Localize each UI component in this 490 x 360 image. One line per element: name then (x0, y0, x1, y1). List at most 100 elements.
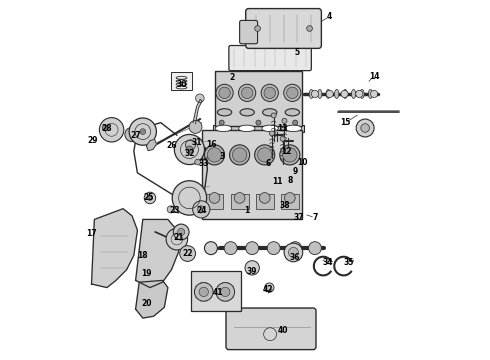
Circle shape (99, 118, 124, 142)
Circle shape (289, 242, 302, 255)
Circle shape (102, 125, 108, 131)
Ellipse shape (218, 109, 232, 116)
Ellipse shape (263, 109, 277, 116)
Ellipse shape (318, 89, 322, 98)
Ellipse shape (360, 89, 364, 98)
Text: 9: 9 (293, 167, 298, 176)
Text: 34: 34 (322, 258, 333, 267)
Text: 6: 6 (266, 159, 271, 168)
Text: 16: 16 (206, 140, 216, 149)
Text: 4: 4 (327, 12, 332, 21)
Text: 28: 28 (101, 123, 112, 132)
Circle shape (216, 283, 235, 301)
Circle shape (285, 193, 295, 203)
Circle shape (341, 90, 348, 98)
Text: 30: 30 (177, 81, 188, 90)
Circle shape (216, 84, 233, 102)
Bar (256, 194, 274, 209)
Bar (281, 194, 299, 209)
Ellipse shape (326, 89, 330, 98)
Ellipse shape (343, 89, 347, 98)
Bar (213, 125, 304, 132)
Circle shape (230, 145, 250, 165)
Text: 23: 23 (170, 206, 180, 215)
FancyBboxPatch shape (229, 45, 311, 71)
Circle shape (147, 195, 152, 201)
Text: 10: 10 (297, 158, 308, 167)
Circle shape (174, 134, 204, 165)
Text: 32: 32 (184, 149, 195, 158)
Text: 20: 20 (141, 299, 151, 308)
Bar (231, 194, 248, 209)
Circle shape (219, 120, 224, 125)
Bar (205, 194, 223, 209)
Circle shape (270, 131, 274, 136)
Circle shape (220, 287, 230, 297)
Circle shape (267, 242, 280, 255)
Circle shape (172, 181, 207, 215)
Text: 13: 13 (277, 123, 288, 132)
Circle shape (256, 120, 261, 125)
Text: 36: 36 (290, 253, 300, 262)
Circle shape (282, 118, 287, 123)
Circle shape (258, 148, 272, 162)
Circle shape (232, 148, 247, 162)
Circle shape (370, 90, 378, 98)
Polygon shape (147, 139, 156, 150)
Circle shape (234, 193, 245, 203)
Text: 19: 19 (141, 269, 151, 278)
Text: 25: 25 (143, 193, 153, 202)
Text: 41: 41 (213, 288, 223, 297)
Circle shape (326, 90, 333, 98)
Circle shape (280, 145, 300, 165)
Circle shape (204, 145, 224, 165)
Circle shape (167, 206, 174, 213)
Text: 5: 5 (294, 48, 299, 57)
Circle shape (173, 224, 189, 240)
Circle shape (193, 201, 210, 218)
FancyBboxPatch shape (245, 9, 321, 48)
Circle shape (287, 87, 298, 99)
Ellipse shape (335, 89, 339, 98)
Circle shape (264, 87, 275, 99)
Circle shape (199, 287, 208, 297)
Text: 39: 39 (247, 267, 257, 276)
Circle shape (245, 242, 259, 255)
Circle shape (356, 90, 363, 98)
Circle shape (207, 148, 221, 162)
Bar (215, 71, 302, 126)
Ellipse shape (285, 109, 299, 116)
Circle shape (284, 243, 303, 262)
Circle shape (255, 26, 260, 31)
Text: 42: 42 (263, 285, 273, 294)
Circle shape (293, 120, 298, 125)
Text: 31: 31 (191, 138, 202, 147)
Polygon shape (92, 209, 137, 288)
Circle shape (195, 283, 213, 301)
Ellipse shape (239, 125, 255, 132)
Text: 15: 15 (340, 118, 351, 127)
Circle shape (242, 87, 253, 99)
Circle shape (307, 26, 313, 31)
Text: 17: 17 (86, 229, 97, 238)
Text: 22: 22 (182, 249, 193, 258)
Circle shape (186, 146, 193, 153)
FancyBboxPatch shape (226, 308, 316, 350)
Text: 14: 14 (369, 72, 379, 81)
Circle shape (197, 206, 205, 213)
Circle shape (284, 84, 301, 102)
Ellipse shape (215, 125, 232, 132)
Ellipse shape (262, 125, 278, 132)
Text: 12: 12 (281, 147, 292, 156)
Text: 29: 29 (87, 136, 98, 145)
Circle shape (224, 242, 237, 255)
Circle shape (125, 127, 139, 141)
Ellipse shape (240, 109, 254, 116)
Circle shape (166, 228, 188, 250)
Text: 21: 21 (173, 233, 184, 242)
Circle shape (289, 247, 298, 257)
Circle shape (144, 192, 156, 204)
Text: 3: 3 (219, 152, 224, 161)
Text: 33: 33 (198, 159, 209, 168)
Polygon shape (136, 280, 168, 318)
